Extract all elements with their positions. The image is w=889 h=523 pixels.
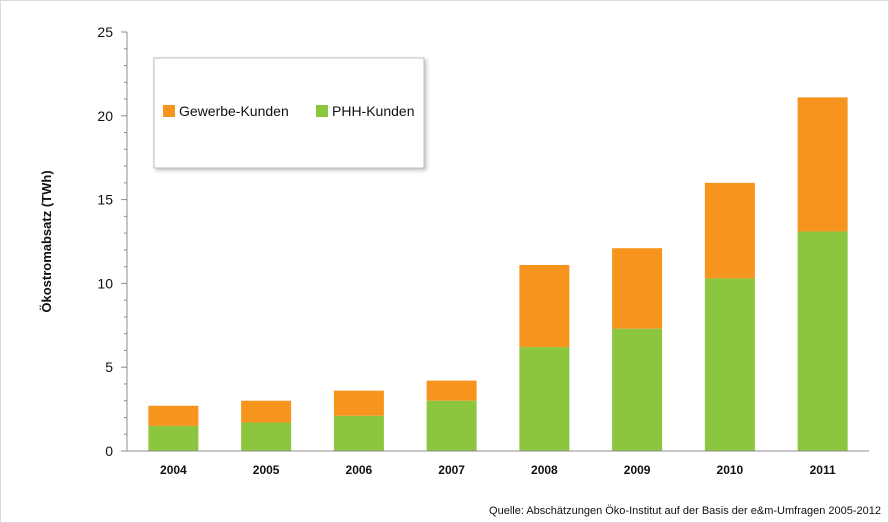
- bar-gewerbe-kunden: [519, 264, 570, 348]
- x-tick-label: 2009: [624, 463, 651, 477]
- x-tick-label: 2008: [531, 463, 558, 477]
- x-tick-label: 2007: [438, 463, 465, 477]
- y-axis: 0 5 10 15 20 25: [97, 24, 128, 459]
- legend: Gewerbe-Kunden PHH-Kunden: [153, 57, 425, 169]
- x-tick-label: 2006: [346, 463, 373, 477]
- y-tick-label: 20: [97, 108, 113, 124]
- x-tick-label: 2004: [160, 463, 187, 477]
- bar-phh-kunden: [797, 231, 848, 451]
- x-axis: 2004 2005 2006 2007 2008 2009 2010 2011: [127, 450, 869, 477]
- bar-phh-kunden: [704, 278, 755, 451]
- bar-gewerbe-kunden: [426, 380, 477, 401]
- bar-phh-kunden: [333, 415, 384, 451]
- bar-phh-kunden: [612, 328, 663, 451]
- legend-swatch: [316, 105, 328, 117]
- bar-phh-kunden: [148, 425, 199, 451]
- y-tick-label: 25: [97, 24, 113, 40]
- bar-gewerbe-kunden: [797, 97, 848, 232]
- bar-gewerbe-kunden: [148, 405, 199, 426]
- legend-entry: Gewerbe-Kunden: [179, 103, 289, 119]
- legend-swatch: [163, 105, 175, 117]
- x-tick-label: 2011: [810, 463, 836, 477]
- bars: [148, 97, 848, 451]
- bar-gewerbe-kunden: [704, 182, 755, 279]
- bar-phh-kunden: [241, 422, 292, 451]
- bar-phh-kunden: [519, 347, 570, 451]
- bar-phh-kunden: [426, 400, 477, 451]
- x-tick-label: 2005: [253, 463, 280, 477]
- source-note: Quelle: Abschätzungen Öko-Institut auf d…: [489, 505, 881, 517]
- y-tick-label: 5: [105, 359, 113, 375]
- legend-entry: PHH-Kunden: [332, 103, 415, 119]
- legend-box: [153, 57, 425, 169]
- y-tick-label: 15: [97, 192, 113, 208]
- y-tick-label: 0: [105, 443, 113, 459]
- y-axis-label: Ökostromabsatz (TWh): [39, 170, 54, 312]
- bar-gewerbe-kunden: [241, 400, 292, 423]
- bar-gewerbe-kunden: [612, 248, 663, 329]
- bar-gewerbe-kunden: [333, 390, 384, 416]
- x-tick-label: 2010: [717, 463, 744, 477]
- y-tick-label: 10: [97, 275, 113, 291]
